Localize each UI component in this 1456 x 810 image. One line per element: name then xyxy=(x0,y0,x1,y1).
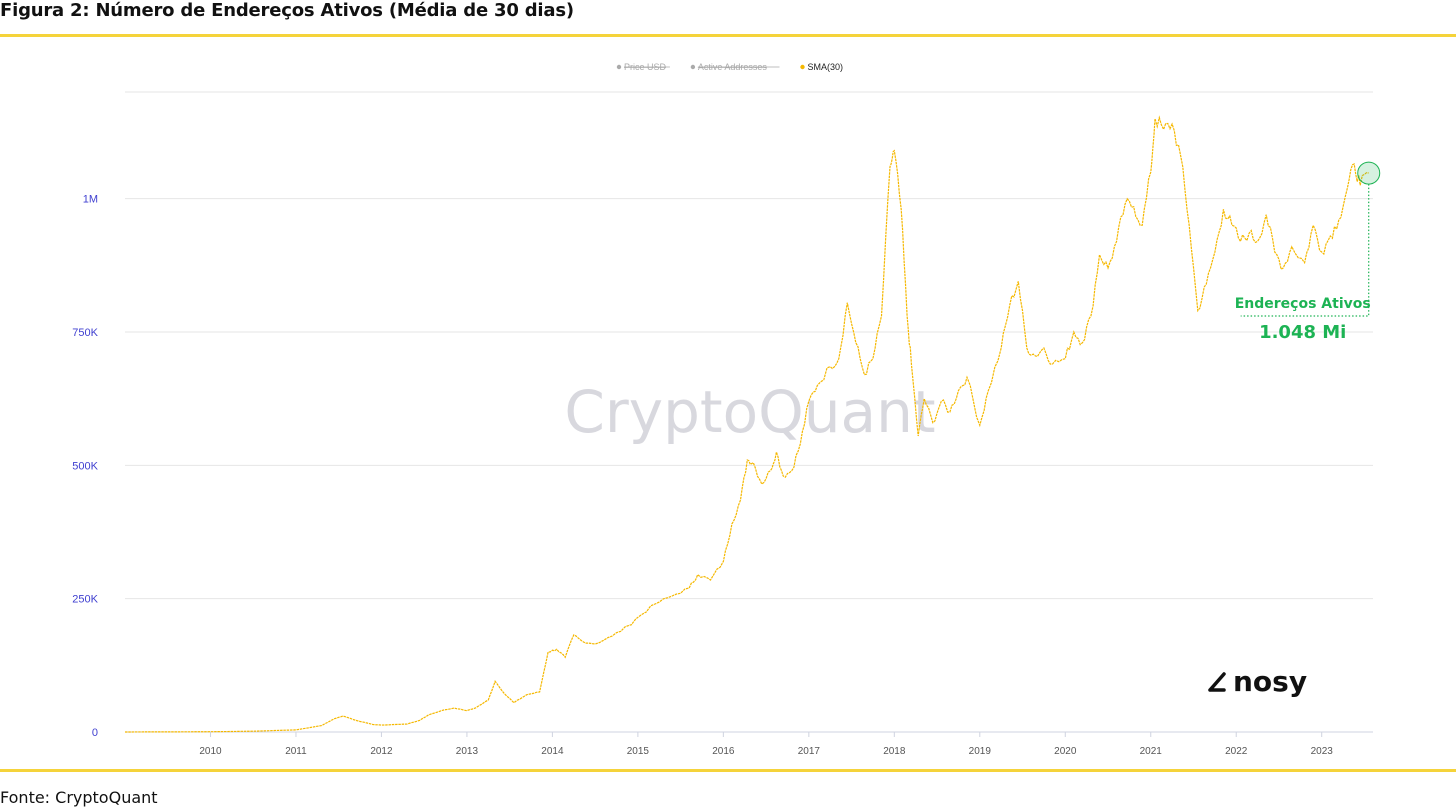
x-tick-label: 2011 xyxy=(285,746,307,757)
x-tick-label: 2010 xyxy=(199,746,222,757)
annotation-leader-line xyxy=(1240,184,1370,317)
legend-item-0[interactable]: Price USD xyxy=(616,62,670,72)
legend-item-2[interactable]: SMA(30) xyxy=(800,62,843,72)
annotation-label: Endereços Ativos xyxy=(1235,296,1371,312)
x-tick-label: 2022 xyxy=(1225,746,1248,757)
legend-item-1[interactable]: Active Addresses xyxy=(690,62,780,72)
figure-title: Figura 2: Número de Endereços Ativos (Mé… xyxy=(0,0,574,21)
x-tick-label: 2014 xyxy=(541,746,564,757)
top-divider xyxy=(0,34,1456,37)
legend-marker xyxy=(690,64,696,70)
y-axis: 0 250K 500K 750K 1M xyxy=(72,194,98,739)
y-tick-label: 500K xyxy=(72,460,98,472)
y-tick-label: 1M xyxy=(83,194,98,206)
x-tick-label: 2020 xyxy=(1054,746,1077,757)
x-tick-label: 2012 xyxy=(370,746,393,757)
watermark-text: CryptoQuant xyxy=(564,378,935,446)
x-tick-label: 2017 xyxy=(798,746,821,757)
x-tick-label: 2013 xyxy=(456,746,479,757)
chart-grid xyxy=(125,91,1373,733)
y-tick-label: 250K xyxy=(72,594,98,606)
nosy-logo-mark-icon xyxy=(1208,672,1226,692)
annotation-value: 1.048 Mi xyxy=(1259,322,1346,343)
legend-label: SMA(30) xyxy=(808,62,844,72)
source-note: Fonte: CryptoQuant xyxy=(0,788,158,807)
chart-legend[interactable]: Price USD Active Addresses SMA(30) xyxy=(616,62,843,72)
y-tick-label: 0 xyxy=(92,727,98,739)
x-axis: 2010 2011 2012 2013 2014 2015 2016 2017 2018 2019… xyxy=(199,732,1333,757)
sma30-series-line xyxy=(124,115,1369,733)
y-tick-label: 750K xyxy=(72,327,98,339)
bottom-divider xyxy=(0,769,1456,772)
nosy-logo-text: nosy xyxy=(1233,665,1307,698)
nosy-logo: nosy xyxy=(1208,665,1307,698)
legend-marker xyxy=(616,64,622,70)
x-tick-label: 2023 xyxy=(1311,746,1334,757)
x-tick-label: 2019 xyxy=(969,746,992,757)
chart: Price USD Active Addresses SMA(30) CryptoQ… xyxy=(72,62,1381,757)
x-tick-label: 2016 xyxy=(712,746,735,757)
legend-marker xyxy=(800,64,805,70)
x-tick-label: 2018 xyxy=(883,746,906,757)
x-tick-label: 2021 xyxy=(1140,746,1163,757)
annotation-highlight-circle xyxy=(1357,161,1381,185)
annotation-group: Endereços Ativos 1.048 Mi xyxy=(1235,161,1381,343)
x-tick-label: 2015 xyxy=(627,746,650,757)
